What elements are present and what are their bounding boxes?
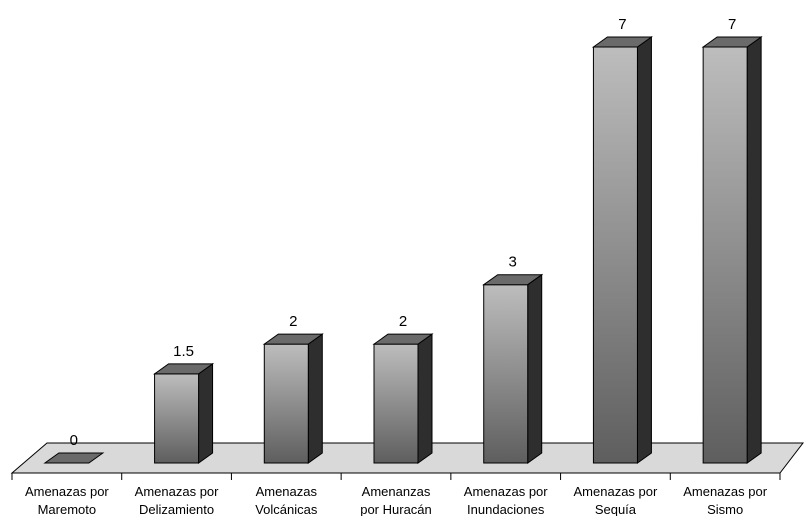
bar-front-face [702,46,748,464]
bar [701,36,763,464]
bar-side-face [307,333,323,464]
bar [482,273,544,464]
bar [372,333,434,464]
bar-side-face [198,362,214,464]
bar-front-face [373,343,419,464]
data-label: 7 [618,16,626,33]
bar-side-face [746,36,762,464]
x-tick-label: Amenanzas por Huracán [360,484,432,516]
x-tick-label: Amenazas por Inundaciones [464,484,548,516]
bar-top-face [43,452,105,464]
data-label: 2 [399,313,407,330]
x-tick-label: Amenazas Volcánicas [255,484,318,516]
bar [591,36,653,464]
bar-side-face [636,36,652,464]
x-tick-label: Amenazas por Delizamiento [135,484,219,516]
bar-top-face [372,333,434,345]
bar-top-face [153,363,215,375]
data-label: 0 [70,432,78,449]
bar-top-face [701,36,763,48]
bar-front-face [154,373,200,464]
x-tick-label: Amenazas por Sequía [574,484,658,516]
bar-top-face [591,36,653,48]
bar-top-face [262,333,324,345]
bar-front-face [263,343,309,464]
bar-top-face [482,274,544,286]
bar [262,333,324,464]
bar [43,452,105,464]
data-label: 7 [728,16,736,33]
x-tick-label: Amenazas por Sismo [683,484,767,516]
data-label: 1.5 [173,343,194,360]
data-label: 2 [289,313,297,330]
data-label: 3 [509,254,517,271]
bar-front-face [592,46,638,464]
x-tick-label: Amenazas por Maremoto [25,484,109,516]
bar-front-face [483,284,529,464]
bar-side-face [417,333,433,464]
bar-side-face [527,273,543,464]
bar [153,362,215,464]
